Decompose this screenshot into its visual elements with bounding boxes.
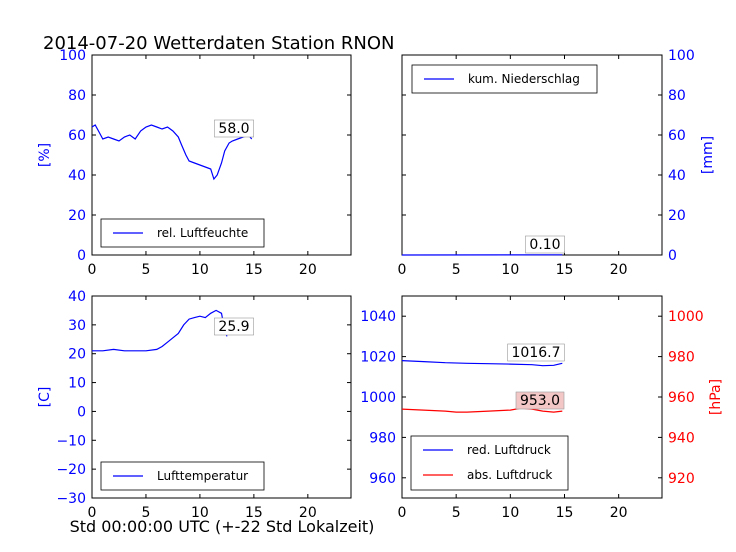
temperature-legend-label-0: Lufttemperatur (157, 469, 248, 483)
temperature-value-label: 25.9 (218, 319, 249, 335)
temperature-ytick-label: 40 (68, 289, 86, 305)
humidity-series-line-0 (91, 124, 253, 181)
temperature-value-box (214, 317, 254, 336)
temperature-series-line-0 (92, 309, 228, 352)
precipitation-xtick-label: 5 (452, 262, 461, 278)
precipitation-legend-label-0: kum. Niederschlag (468, 72, 580, 86)
temperature-ytick-label: −10 (56, 433, 86, 449)
pressure-xtick-label: 0 (398, 505, 407, 521)
humidity-xtick-label: 0 (88, 262, 97, 278)
pressure-series-line-1 (401, 407, 563, 413)
humidity-ylabel: [%] (37, 143, 53, 167)
precipitation-ytick-label: 80 (668, 88, 686, 104)
temperature-ytick-label: 20 (68, 347, 86, 363)
pressure-legend-label-0: red. Luftdruck (467, 443, 551, 457)
humidity-value-box (214, 119, 254, 138)
pressure-ylabel-right: [hPa] (708, 379, 724, 415)
pressure-value-box-1 (515, 391, 565, 410)
precipitation-ytick-label: 100 (668, 48, 695, 64)
precipitation-value-box (525, 235, 565, 254)
temperature-ytick-label: 0 (77, 404, 86, 420)
temperature-ytick-label: 10 (68, 376, 86, 392)
humidity-panel: 0 5 10 15 20 0 20 40 60 80 100 [%] 58.0 rel. Luftfeuc… (37, 48, 352, 278)
pressure-legend-label-1: abs. Luftdruck (467, 468, 552, 482)
precipitation-xtick-label: 0 (398, 262, 407, 278)
precipitation-ylabel: [mm] (700, 136, 716, 174)
pressure-series-line-0 (401, 360, 563, 367)
humidity-ytick-label: 0 (77, 248, 86, 264)
temperature-xtick-label: 20 (299, 505, 317, 521)
pressure-xtick-label: 20 (610, 505, 628, 521)
humidity-value-label: 58.0 (218, 121, 249, 137)
pressure-panel: 0 5 10 15 20 960 980 1000 1020 1040 920 940 960 980 10… (360, 295, 724, 521)
pressure-ytick-label: 960 (369, 471, 396, 487)
pressure-ytick-label-right: 1000 (668, 309, 704, 325)
pressure-ytick-label: 1040 (360, 309, 396, 325)
pressure-ytick-label-right: 960 (668, 390, 695, 406)
temperature-ytick-label: −30 (56, 491, 86, 507)
humidity-ytick-label: 100 (59, 48, 86, 64)
temperature-ylabel: [C] (37, 387, 53, 408)
precipitation-ytick-label: 60 (668, 128, 686, 144)
pressure-legend-box (410, 435, 569, 491)
humidity-xtick-label: 10 (191, 262, 209, 278)
pressure-value-label-1: 953.0 (520, 393, 560, 409)
precipitation-xtick-label: 10 (501, 262, 519, 278)
temperature-ytick-label: −20 (56, 462, 86, 478)
humidity-xtick-label: 15 (245, 262, 263, 278)
figure-title: 2014-07-20 Wetterdaten Station RNON (43, 33, 394, 54)
humidity-ytick-label: 40 (68, 168, 86, 184)
pressure-xtick-label: 5 (452, 505, 461, 521)
figure-xlabel: Std 00:00:00 UTC (+-22 Std Lokalzeit) (70, 517, 375, 536)
humidity-xtick-label: 20 (299, 262, 317, 278)
pressure-value-box-0 (507, 343, 565, 362)
temperature-xtick-label: 10 (191, 505, 209, 521)
temperature-panel: 0 5 10 15 20 −30 −20 −10 0 10 20 30 40 [C] 25.9 Lufttem… (37, 289, 352, 521)
temperature-ytick-label: 30 (68, 318, 86, 334)
humidity-ytick-label: 20 (68, 208, 86, 224)
precipitation-panel: 0 5 10 15 20 0 20 40 60 80 100 [mm] 0.10 kum. Nieders… (398, 48, 716, 278)
humidity-ytick-label: 60 (68, 128, 86, 144)
humidity-legend-label-0: rel. Luftfeuchte (157, 226, 248, 240)
precipitation-value-label: 0.10 (529, 237, 560, 253)
precipitation-ytick-label: 40 (668, 168, 686, 184)
humidity-xtick-label: 5 (141, 262, 150, 278)
pressure-ytick-label: 980 (369, 430, 396, 446)
pressure-ytick-label-right: 920 (668, 471, 695, 487)
pressure-ytick-label-right: 940 (668, 430, 695, 446)
pressure-xtick-label: 15 (556, 505, 574, 521)
pressure-ytick-label: 1020 (360, 350, 396, 366)
temperature-xtick-label: 0 (88, 505, 97, 521)
precipitation-ytick-label: 20 (668, 208, 686, 224)
precipitation-xtick-label: 20 (610, 262, 628, 278)
temperature-xtick-label: 15 (245, 505, 263, 521)
pressure-value-label-0: 1016.7 (512, 345, 561, 361)
precipitation-xtick-label: 15 (556, 262, 574, 278)
pressure-ytick-label-right: 980 (668, 350, 695, 366)
humidity-ytick-label: 80 (68, 88, 86, 104)
pressure-xtick-label: 10 (501, 505, 519, 521)
pressure-ytick-label: 1000 (360, 390, 396, 406)
precipitation-ytick-label: 0 (668, 248, 677, 264)
temperature-xtick-label: 5 (141, 505, 150, 521)
